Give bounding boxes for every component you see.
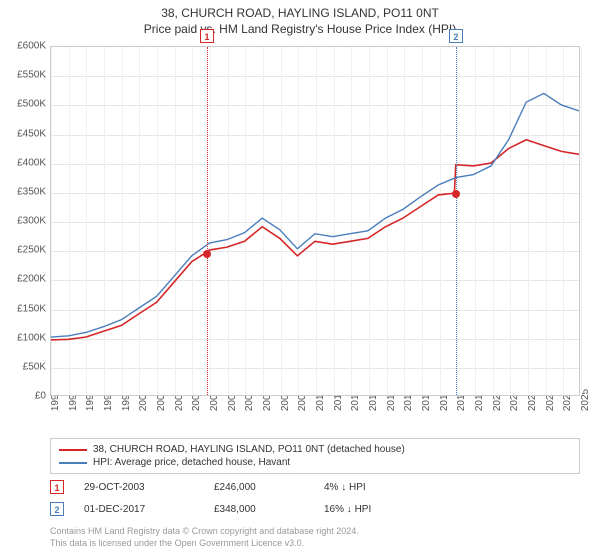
legend-label: 38, CHURCH ROAD, HAYLING ISLAND, PO11 0N… <box>93 444 405 455</box>
transaction-delta: 4% ↓ HPI <box>324 482 444 493</box>
y-tick-label: £50K <box>2 361 46 372</box>
marker-dot <box>452 190 460 198</box>
chart-container: 38, CHURCH ROAD, HAYLING ISLAND, PO11 0N… <box>0 0 600 560</box>
transaction-row: 2 01-DEC-2017 £348,000 16% ↓ HPI <box>50 502 580 516</box>
legend-swatch <box>59 462 87 464</box>
marker-line <box>207 47 208 395</box>
y-tick-label: £150K <box>2 303 46 314</box>
y-tick-label: £600K <box>2 41 46 52</box>
footer-line1: Contains HM Land Registry data © Crown c… <box>50 526 580 538</box>
plot-area: 12 <box>50 46 580 396</box>
transaction-date: 29-OCT-2003 <box>84 482 194 493</box>
y-tick-label: £450K <box>2 128 46 139</box>
transaction-date: 01-DEC-2017 <box>84 504 194 515</box>
marker-box: 1 <box>200 29 214 43</box>
footer: Contains HM Land Registry data © Crown c… <box>50 526 580 549</box>
transaction-price: £348,000 <box>214 504 304 515</box>
y-tick-label: £300K <box>2 216 46 227</box>
legend: 38, CHURCH ROAD, HAYLING ISLAND, PO11 0N… <box>50 438 580 474</box>
line-series <box>51 47 579 395</box>
transaction-price: £246,000 <box>214 482 304 493</box>
title-line1: 38, CHURCH ROAD, HAYLING ISLAND, PO11 0N… <box>0 6 600 20</box>
y-tick-label: £550K <box>2 70 46 81</box>
marker-line <box>456 47 457 395</box>
legend-label: HPI: Average price, detached house, Hava… <box>93 457 290 468</box>
footer-line2: This data is licensed under the Open Gov… <box>50 538 580 550</box>
marker-badge: 2 <box>50 502 64 516</box>
marker-badge: 1 <box>50 480 64 494</box>
legend-item: 38, CHURCH ROAD, HAYLING ISLAND, PO11 0N… <box>59 443 571 456</box>
marker-box: 2 <box>449 29 463 43</box>
transaction-delta: 16% ↓ HPI <box>324 504 444 515</box>
y-tick-label: £250K <box>2 245 46 256</box>
title-line2: Price paid vs. HM Land Registry's House … <box>0 22 600 36</box>
series-property <box>51 140 579 340</box>
marker-dot <box>203 250 211 258</box>
legend-item: HPI: Average price, detached house, Hava… <box>59 456 571 469</box>
y-tick-label: £400K <box>2 157 46 168</box>
title-block: 38, CHURCH ROAD, HAYLING ISLAND, PO11 0N… <box>0 0 600 36</box>
y-tick-label: £0 <box>2 391 46 402</box>
y-tick-label: £100K <box>2 332 46 343</box>
legend-swatch <box>59 449 87 451</box>
y-tick-label: £350K <box>2 186 46 197</box>
transaction-row: 1 29-OCT-2003 £246,000 4% ↓ HPI <box>50 480 580 494</box>
y-tick-label: £500K <box>2 99 46 110</box>
y-tick-label: £200K <box>2 274 46 285</box>
series-hpi <box>51 93 579 337</box>
